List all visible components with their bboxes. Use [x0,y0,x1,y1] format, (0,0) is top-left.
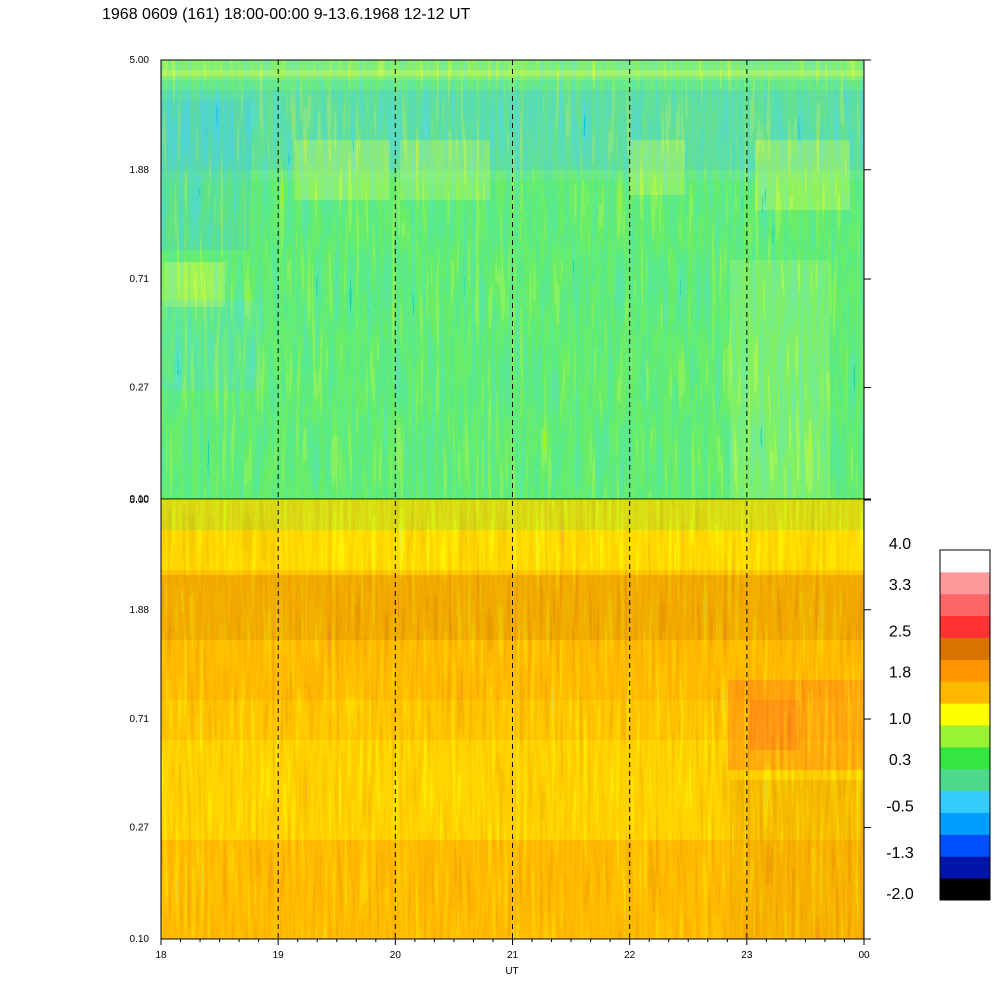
colorbar-swatch [940,681,990,704]
colorbar-swatch [940,746,990,770]
colorbar-swatch [940,550,990,573]
colorbar-swatch [940,790,990,813]
colorbar-label: 2.5 [889,624,911,641]
hour-grid-lines [277,60,748,939]
colorbar-frame [939,549,991,901]
colorbar-label: -1.3 [886,845,914,862]
x-tick-label: 21 [507,950,519,961]
colorbar-swatch [940,856,990,879]
colorbar-label: 1.8 [889,664,911,681]
x-tick-label: 22 [624,950,636,961]
y-tick-label: 1.88 [130,605,150,616]
x-axis-ticks: 18 19 20 21 22 23 00 [155,939,870,961]
x-tick-label: 19 [273,950,285,961]
y-tick-label: 0.10 [130,934,150,945]
y-axis-ticks-top: 0.10 0.27 0.71 1.88 5.00 [130,55,871,505]
x-tick-label: 23 [741,950,753,961]
y-tick-label: 5.00 [130,55,150,66]
colorbar-label: -2.0 [886,886,914,903]
colorbar-swatch [940,637,990,660]
x-tick-label: 18 [155,950,167,961]
y-tick-label: 0.27 [130,823,150,834]
y-tick-label: 0.10 [130,494,150,505]
y-tick-label: 0.27 [130,383,150,394]
colorbar-label: 1.0 [889,711,911,728]
colorbar-swatch [940,593,990,617]
y-tick-label: 5.00 [130,495,150,506]
chart-title: 1968 0609 (161) 18:00-00:00 9-13.6.1968 … [102,6,471,23]
y-tick-label: 0.71 [130,274,150,285]
y-axis-ticks-bottom: 0.10 0.27 0.71 1.88 5.00 [130,495,871,945]
colorbar-swatch [940,571,990,595]
colorbar-swatch [940,725,990,748]
x-axis-label: UT [505,966,518,977]
colorbar-swatch [940,768,990,792]
colorbar-swatch [940,615,990,638]
colorbar-swatch [940,812,990,835]
colorbar-label: -0.5 [886,799,914,816]
y-tick-label: 1.88 [130,165,150,176]
colorbar-swatch [940,703,990,726]
x-tick-label: 20 [390,950,402,961]
colorbar-swatch [940,834,990,857]
colorbar-swatch [940,659,990,682]
colorbar-label: 3.3 [889,577,911,594]
y-tick-label: 0.71 [130,714,150,725]
colorbar-labels: 4.0 3.3 2.5 1.8 1.0 0.3 -0.5 -1.3 -2.0 [886,536,914,903]
x-tick-label: 00 [858,950,870,961]
colorbar [939,549,991,901]
colorbar-label: 4.0 [889,536,911,553]
colorbar-swatch [940,878,990,901]
colorbar-label: 0.3 [889,752,911,769]
